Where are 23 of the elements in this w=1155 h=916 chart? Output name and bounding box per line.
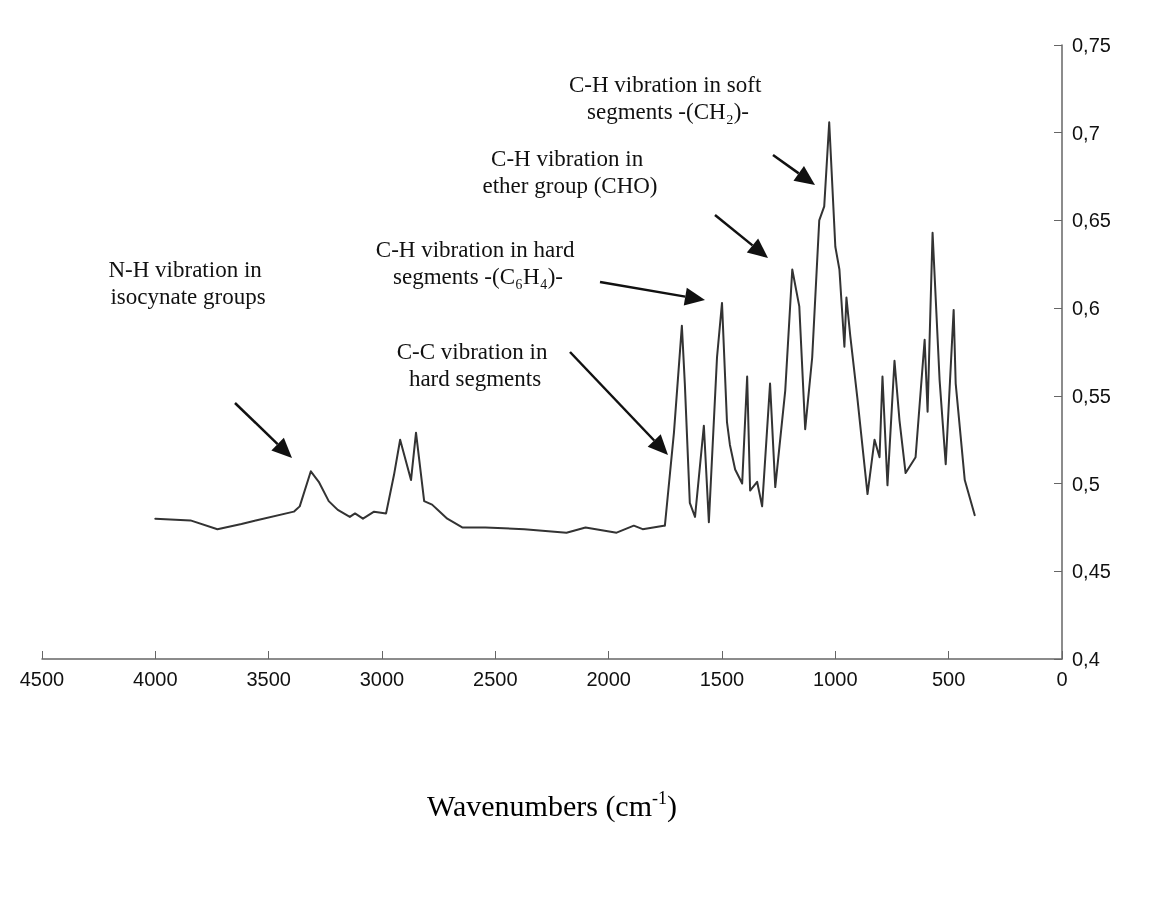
y-tick-label: 0,55 <box>1072 384 1111 407</box>
x-tick-label: 2000 <box>586 668 631 690</box>
x-tick-label: 1500 <box>699 668 745 690</box>
y-tick-label: 0,75 <box>1072 34 1111 56</box>
x-tick-label: 3500 <box>246 668 291 690</box>
annotation: C-H vibration in hard segments -(C₆H₄)- <box>375 237 581 289</box>
annotation: C-C vibration in hard segments <box>396 339 554 391</box>
y-tick-label: 0,7 <box>1072 121 1100 144</box>
y-tick-label: 0,5 <box>1072 472 1100 495</box>
x-tick-label: 1000 <box>813 668 858 690</box>
x-tick-label: 3000 <box>359 668 405 690</box>
x-tick-label: 2500 <box>473 668 518 690</box>
y-tick-label: 0,45 <box>1072 560 1111 583</box>
x-tick-label: 0 <box>1056 668 1068 690</box>
annotation: C-H vibration in soft segments -(CH₂)- <box>568 72 768 124</box>
x-tick-label: 4500 <box>19 668 65 690</box>
y-tick-label: 0,4 <box>1072 648 1100 670</box>
x-tick-label: 4000 <box>133 668 178 690</box>
y-tick-label: 0,6 <box>1072 297 1100 320</box>
annotation: C-H vibration in ether group (CHO) <box>482 146 658 198</box>
x-tick-label: 500 <box>931 668 966 690</box>
annotation: N-H vibration in isocynate groups <box>108 257 268 309</box>
y-tick-label: 0,65 <box>1072 209 1111 232</box>
